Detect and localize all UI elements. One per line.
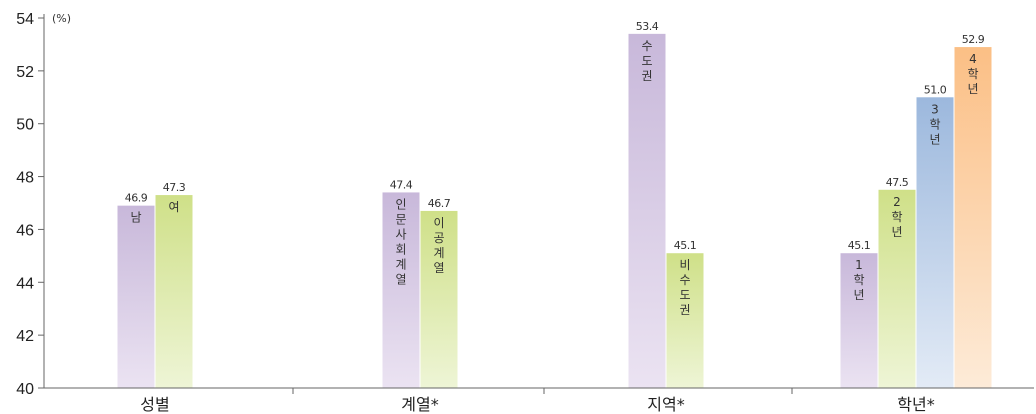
bar <box>840 253 878 388</box>
x-category-label: 지역* <box>647 395 684 414</box>
x-category-label: 성별 <box>140 395 169 414</box>
y-tick-label: 40 <box>16 381 34 398</box>
bar <box>954 47 992 388</box>
y-tick-label: 42 <box>16 328 34 345</box>
bar <box>117 205 155 388</box>
y-axis: 40 42 44 46 48 50 52 54 (%) <box>16 11 71 398</box>
bar <box>916 97 954 389</box>
bar-value-label: 51.0 <box>924 83 947 96</box>
bar-value-label: 47.3 <box>163 181 186 194</box>
bar-value-label: 46.7 <box>428 197 451 210</box>
x-axis: 성별 계열* 지역* 학년* <box>44 387 1034 414</box>
x-category-label: 학년* <box>897 395 934 414</box>
bar-category-label: 남 <box>130 211 141 225</box>
bar <box>382 192 420 388</box>
bar-category-label: 여 <box>168 200 179 214</box>
bar <box>420 210 458 388</box>
bar <box>155 195 193 388</box>
bar <box>628 33 666 388</box>
bar <box>878 189 916 388</box>
bar-value-label: 52.9 <box>962 33 985 46</box>
labels: 46.9 남 47.3 여 47.4 인 문 사 회 계 열 46.7 이 공 계 열 53.4 수 도 권 45.1 비… <box>125 20 985 317</box>
bars <box>117 33 992 389</box>
unit-label: (%) <box>52 12 71 25</box>
bar-value-label: 45.1 <box>848 239 871 252</box>
bar-value-label: 46.9 <box>125 192 148 205</box>
bar-value-label: 47.5 <box>886 176 909 189</box>
x-category-label: 계열* <box>401 395 438 414</box>
bar-value-label: 53.4 <box>636 20 659 33</box>
y-tick-label: 44 <box>16 275 34 292</box>
y-tick-label: 52 <box>16 64 34 81</box>
bar-value-label: 47.4 <box>390 178 413 191</box>
bar-value-label: 45.1 <box>674 239 697 252</box>
y-tick-label: 54 <box>16 11 34 28</box>
y-tick-label: 48 <box>16 170 34 187</box>
y-tick-label: 50 <box>16 117 34 134</box>
bar <box>666 253 704 388</box>
y-tick-label: 46 <box>16 222 34 239</box>
